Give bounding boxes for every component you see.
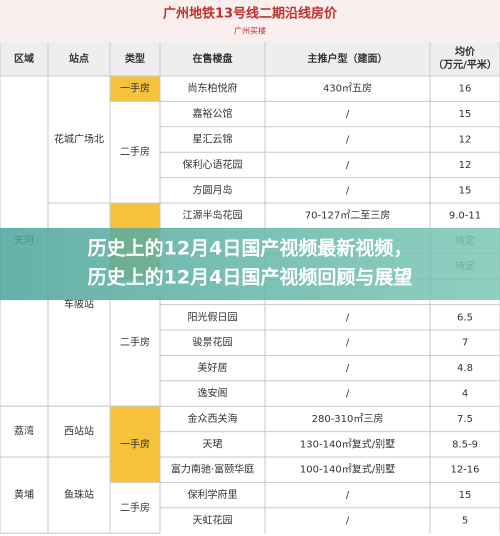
- cell-layout: /: [346, 363, 350, 374]
- cell-price: 15: [459, 109, 472, 120]
- cell-price: 15: [459, 185, 472, 196]
- cell-price: 7: [462, 338, 468, 349]
- group-cell: [47, 75, 111, 204]
- cell-estate: 嘉裕公馆: [193, 107, 233, 120]
- cell-layout: /: [346, 135, 350, 146]
- cell-estate: 美好居: [198, 361, 228, 374]
- group-cell: [0, 456, 49, 534]
- title: 广州地铁13号线二期沿线房价: [163, 6, 338, 22]
- cell-layout: /: [346, 109, 350, 120]
- cell-layout: /: [346, 312, 350, 323]
- group-cell: [47, 405, 111, 458]
- cell-price: 6.5: [457, 312, 473, 323]
- cell-layout: /: [346, 490, 350, 501]
- cell-price: 7.5: [457, 414, 473, 425]
- group-cell: [0, 405, 49, 458]
- cell-layout: 70-127㎡二至三房: [305, 209, 390, 222]
- group-label: 黄埔: [14, 488, 34, 501]
- cell-price: 16: [459, 84, 472, 95]
- banner-line: 历史上的12月4日国产视频回顾与展望: [88, 266, 413, 289]
- cell-price: 4: [462, 389, 468, 400]
- cell-estate: 江源半岛花园: [183, 209, 243, 222]
- cell-estate: 方圆月岛: [193, 183, 233, 196]
- cell-layout: 430㎡五房: [323, 82, 372, 95]
- group-label: 车陂站: [64, 298, 94, 311]
- group-label: 花城广场北: [54, 133, 104, 146]
- cell-price: 12-16: [450, 465, 479, 476]
- group-label: 二手房: [120, 336, 150, 349]
- cell-price: 12: [459, 135, 472, 146]
- group-label: 二手房: [120, 501, 150, 514]
- cell-estate: 骏景花园: [193, 336, 233, 349]
- cell-layout: /: [346, 338, 350, 349]
- cell-price: 4.8: [457, 363, 473, 374]
- cell-estate: 金众西关海: [188, 412, 238, 425]
- column-header: 类型: [125, 52, 145, 65]
- subtitle: 广州买楼: [234, 26, 266, 36]
- cell-price: 5: [462, 516, 468, 527]
- cell-price: 9.0-11: [449, 211, 481, 222]
- cell-price: 12: [459, 160, 472, 171]
- group-label: 一手房: [120, 437, 150, 450]
- group-label: 一手房: [120, 82, 150, 95]
- column-header: 在售楼盘: [193, 52, 233, 65]
- group-cell: [109, 278, 161, 407]
- group-label: 二手房: [120, 145, 150, 158]
- header-row: [0, 42, 500, 76]
- cell-layout: /: [346, 389, 350, 400]
- cell-layout: 130-140㎡复式/别墅: [300, 437, 395, 450]
- column-header: 区域: [14, 52, 34, 65]
- title-bar: [0, 0, 500, 42]
- cell-estate: 天虹花园: [193, 514, 233, 527]
- group-cell: [47, 456, 111, 534]
- column-header: 站点: [69, 52, 89, 65]
- group-label: 鱼珠站: [64, 488, 94, 501]
- cell-price: 15: [459, 490, 472, 501]
- banner-line: 历史上的12月4日国产视频最新视频，: [88, 237, 413, 260]
- group-cell: [109, 100, 161, 204]
- cell-estate: 尚东柏悦府: [188, 82, 238, 95]
- group-label: 西站站: [64, 425, 94, 438]
- group-cell: [109, 481, 161, 534]
- banner: [0, 228, 500, 300]
- cell-price: 8.5-9: [452, 439, 478, 450]
- cell-estate: 阳光假日园: [188, 310, 238, 323]
- column-header: 均价（万元/平米）: [433, 45, 497, 71]
- cell-layout: /: [346, 516, 350, 527]
- cell-estate: 富力南驰·富颐华庭: [171, 463, 254, 476]
- cell-estate: 保利心语花园: [183, 158, 243, 171]
- cell-estate: 逸安阁: [198, 387, 228, 400]
- cell-layout: 280-310㎡三房: [312, 412, 384, 425]
- column-header: 主推户型（建面）: [308, 52, 388, 65]
- cell-layout: /: [346, 160, 350, 171]
- cell-estate: 星汇云锦: [193, 133, 233, 146]
- cell-estate: 天珺: [203, 438, 223, 450]
- group-cell: [109, 75, 161, 102]
- cell-layout: 100-140㎡复式/别墅: [300, 463, 395, 476]
- cell-estate: 保利学府里: [188, 488, 238, 501]
- cell-layout: /: [346, 185, 350, 196]
- group-label: 荔湾: [14, 425, 34, 438]
